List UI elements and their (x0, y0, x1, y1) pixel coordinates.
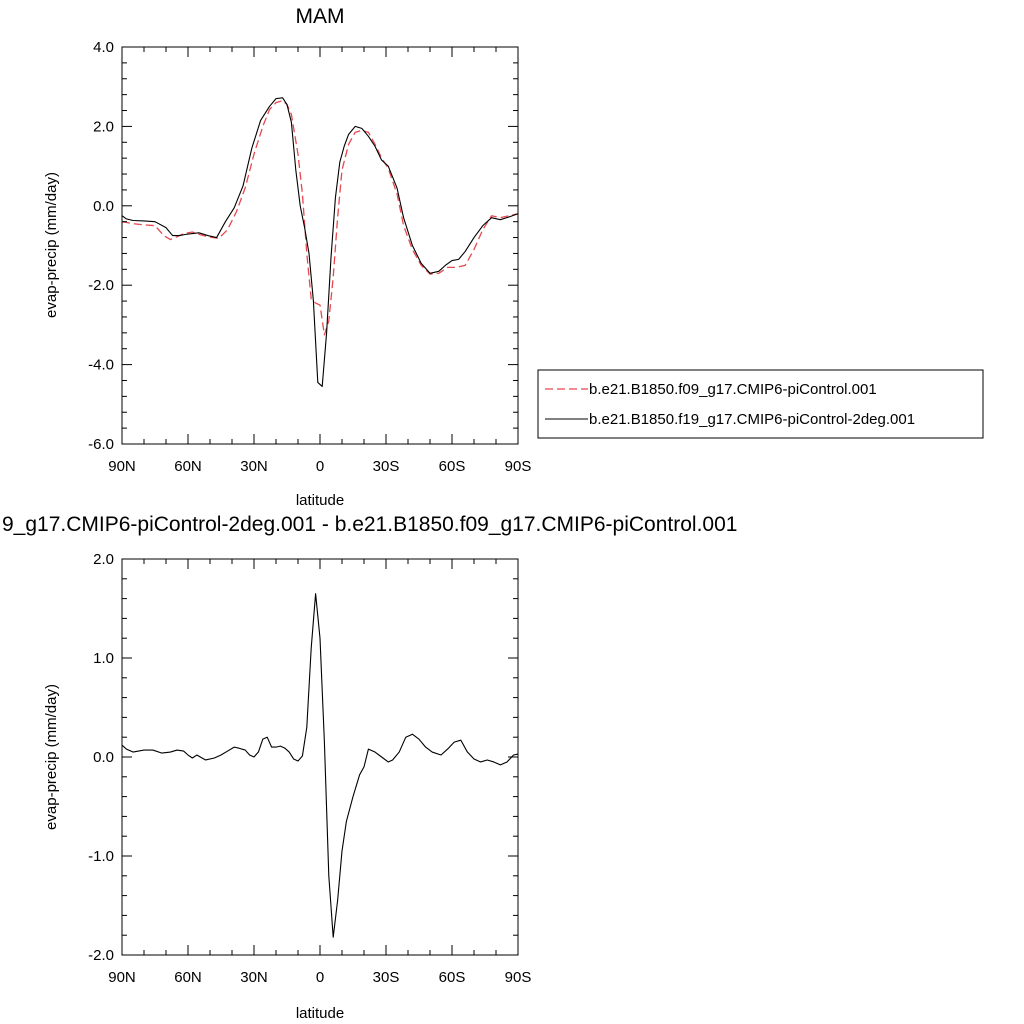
x-tick-label: 90N (108, 969, 136, 986)
y-tick-label: -2.0 (88, 277, 114, 294)
y-tick-label: 2.0 (93, 118, 114, 135)
x-tick-label: 60N (174, 969, 202, 986)
x-tick-label: 30N (240, 969, 268, 986)
y-tick-label: -4.0 (88, 357, 114, 374)
legend-box (537, 369, 984, 439)
series-line-1 (121, 99, 519, 336)
legend-label-series-b: b.e21.B1850.f19_g17.CMIP6-piControl-2deg… (589, 411, 915, 428)
x-tick-label: 30S (373, 969, 400, 986)
y-tick-label: -2.0 (88, 947, 114, 964)
top-panel-title: MAM (296, 5, 345, 28)
x-tick-label: 90N (108, 458, 136, 475)
x-tick-label: 90S (505, 458, 532, 475)
x-tick-label: 60N (174, 458, 202, 475)
legend-label-series-a: b.e21.B1850.f09_g17.CMIP6-piControl.001 (589, 381, 877, 398)
bottom-panel-y-axis-label: evap-precip (mm/day) (43, 684, 60, 830)
x-tick-label: 0 (316, 969, 324, 986)
y-tick-label: 4.0 (93, 39, 114, 56)
y-tick-label: 2.0 (93, 551, 114, 568)
y-tick-label: -1.0 (88, 848, 114, 865)
y-tick-label: 1.0 (93, 650, 114, 667)
x-tick-label: 30S (373, 458, 400, 475)
series-line-2 (121, 97, 519, 387)
x-tick-label: 0 (316, 458, 324, 475)
top-panel-y-axis-label: evap-precip (mm/day) (43, 172, 60, 318)
top-panel-legend: b.e21.B1850.f09_g17.CMIP6-piControl.001 … (537, 369, 984, 439)
bottom-panel-title: 9_g17.CMIP6-piControl-2deg.001 - b.e21.B… (2, 513, 737, 536)
bottom-panel-x-axis-label: latitude (296, 1005, 344, 1022)
y-tick-label: 0.0 (93, 749, 114, 766)
bottom-panel: 9_g17.CMIP6-piControl-2deg.001 - b.e21.B… (2, 513, 737, 1022)
bottom-panel-plot-area: 90N 60N 30N 0 30S 60S 90S 2.0 1.0 0.0 -1.0 -2.0 (88, 551, 531, 986)
x-tick-label: 90S (505, 969, 532, 986)
y-tick-label: -6.0 (88, 436, 114, 453)
top-panel-x-axis-label: latitude (296, 492, 344, 509)
top-panel: MAM evap-precip (mm/day) latitude 90N 60N… (43, 5, 984, 509)
top-panel-plot-area: 90N 60N 30N 0 30S 60S 90S 4.0 2.0 0.0 -2.0 -4.0 -6.0 (88, 39, 531, 475)
y-tick-label: 0.0 (93, 198, 114, 215)
plot-frame (121, 558, 519, 956)
x-tick-label: 30N (240, 458, 268, 475)
series-line-1 (121, 593, 519, 938)
x-tick-label: 60S (439, 969, 466, 986)
x-tick-label: 60S (439, 458, 466, 475)
